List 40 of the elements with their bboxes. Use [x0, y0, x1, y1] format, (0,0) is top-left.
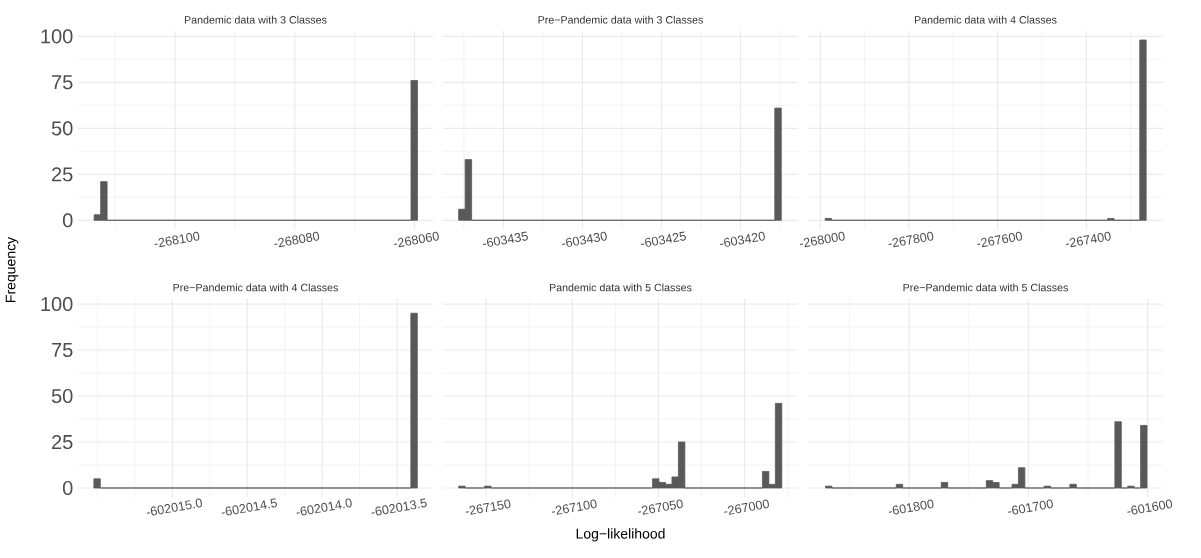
x-tick-label: -267800	[888, 231, 934, 248]
x-axis-title: Log−likelihood	[576, 528, 665, 542]
x-tick-label: -602015.0	[146, 498, 202, 516]
chart-title: Pre−Pandemic data with 5 Classes	[903, 283, 1068, 292]
y-tick-label: 50	[51, 388, 73, 404]
x-tick-label: -602013.5	[371, 498, 427, 516]
chart-title: Pre−Pandemic data with 4 Classes	[173, 283, 338, 292]
y-tick-label: 25	[52, 167, 73, 182]
x-tick-label: -267000	[724, 499, 769, 515]
x-tick-label: -602014.0	[296, 498, 352, 516]
x-tick-label: -268100	[154, 231, 200, 248]
x-tick-label: -267400	[1065, 231, 1111, 248]
y-tick-label: 75	[52, 343, 73, 357]
x-tick-label: -602014.5	[221, 498, 277, 516]
chart-title: Pre−Pandemic data with 3 Classes	[538, 15, 703, 24]
x-tick-label: -601800	[888, 499, 934, 515]
y-tick-label: 75	[52, 75, 73, 90]
x-tick-label: -603425	[641, 231, 686, 247]
y-tick-label: 25	[52, 434, 73, 450]
x-tick-label: -267150	[465, 499, 511, 515]
x-tick-label: -268080	[274, 231, 320, 248]
x-tick-label: -267100	[551, 499, 597, 515]
y-tick-label: 0	[62, 480, 73, 496]
x-tick-label: -601600	[1127, 499, 1173, 515]
y-tick-label: 100	[41, 296, 73, 312]
chart-title: Pandemic data with 4 Classes	[914, 15, 1057, 24]
x-tick-label: -267050	[638, 499, 683, 515]
x-tick-label: -268060	[394, 231, 439, 248]
y-tick-label: 50	[51, 121, 73, 136]
x-tick-label: -267600	[977, 231, 1022, 248]
x-tick-label: -603420	[720, 231, 765, 247]
chart-title: Pandemic data with 5 Classes	[549, 283, 692, 292]
y-axis-title: Frequency	[5, 236, 19, 302]
y-tick-label: 0	[62, 213, 73, 228]
chart-title: Pandemic data with 3 Classes	[184, 15, 327, 24]
x-tick-label: -603435	[482, 231, 528, 247]
x-tick-label: -603430	[562, 231, 607, 247]
x-tick-label: -601700	[1008, 499, 1053, 515]
y-tick-label: 100	[41, 29, 73, 44]
x-tick-label: -268000	[799, 231, 845, 248]
